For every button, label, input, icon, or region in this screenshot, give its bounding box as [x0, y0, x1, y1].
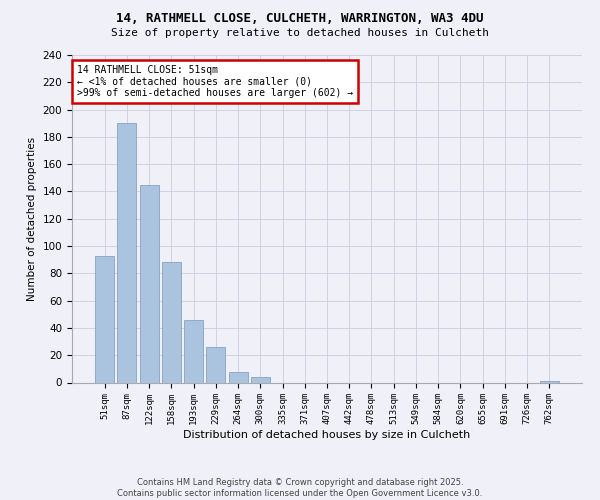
Text: Contains HM Land Registry data © Crown copyright and database right 2025.
Contai: Contains HM Land Registry data © Crown c… [118, 478, 482, 498]
Text: 14 RATHMELL CLOSE: 51sqm
← <1% of detached houses are smaller (0)
>99% of semi-d: 14 RATHMELL CLOSE: 51sqm ← <1% of detach… [77, 65, 353, 98]
Bar [118, 123, 136, 382]
Bar [184, 320, 203, 382]
Bar [206, 347, 225, 382]
Text: 14, RATHMELL CLOSE, CULCHETH, WARRINGTON, WA3 4DU: 14, RATHMELL CLOSE, CULCHETH, WARRINGTON… [116, 12, 484, 26]
Bar [540, 381, 559, 382]
Bar [140, 184, 158, 382]
Bar [162, 262, 181, 382]
Bar [229, 372, 248, 382]
X-axis label: Distribution of detached houses by size in Culcheth: Distribution of detached houses by size … [184, 430, 470, 440]
Text: Size of property relative to detached houses in Culcheth: Size of property relative to detached ho… [111, 28, 489, 38]
Bar [95, 256, 114, 382]
Bar [251, 377, 270, 382]
Y-axis label: Number of detached properties: Number of detached properties [27, 136, 37, 301]
